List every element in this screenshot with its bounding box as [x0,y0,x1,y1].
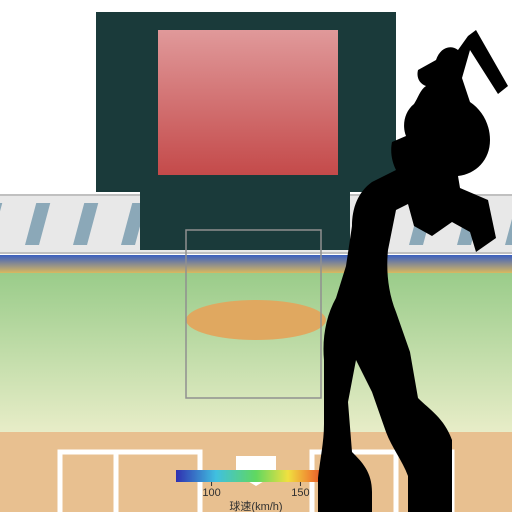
scoreboard-base [140,190,350,250]
colorbar-tick: 150 [291,487,309,499]
pitch-location-scene: 100 150 球速(km/h) [0,0,512,512]
pitchers-mound [186,300,326,340]
colorbar-label: 球速(km/h) [229,499,282,512]
colorbar-tick: 100 [202,487,220,499]
field [0,273,512,433]
outfield-wall [0,255,512,273]
scene-svg: 100 150 球速(km/h) [0,0,512,512]
speed-colorbar [176,470,336,482]
scoreboard-screen [158,30,338,175]
